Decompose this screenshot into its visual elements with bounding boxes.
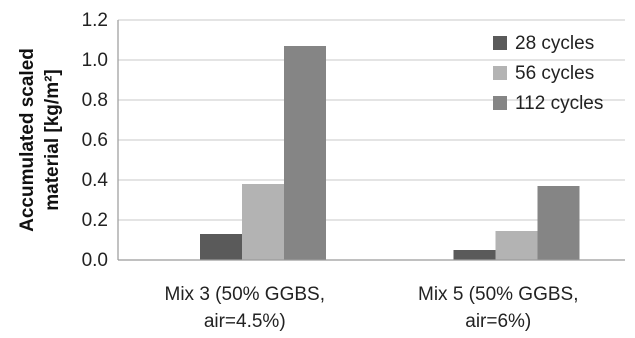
y-tick-label: 0.6: [82, 130, 108, 151]
axes: [117, 20, 625, 261]
legend-swatch: [493, 66, 507, 80]
bar-1-cat-1: [200, 234, 242, 260]
bar-3-cat-1: [284, 46, 326, 260]
x-category-labels: Mix 3 (50% GGBS, air=4.5%) Mix 5 (50% GGBS…: [165, 284, 579, 332]
x-category-label: Mix 5 (50% GGBS,: [418, 284, 579, 305]
y-tick-label: 1.2: [82, 10, 108, 31]
legend-label: 56 cycles: [515, 63, 594, 84]
y-tick-label: 0.2: [82, 210, 108, 231]
y-tick-label: 0.8: [82, 90, 108, 111]
y-axis-label-line-2: material [kg/m²]: [42, 69, 63, 210]
y-tick-label: 0.0: [82, 250, 108, 271]
x-category-label: air=4.5%): [204, 311, 286, 332]
y-axis-label: Accumulated scaled material [kg/m²]: [17, 48, 63, 232]
x-category-label: air=6%): [465, 311, 531, 332]
legend-swatch: [493, 96, 507, 110]
x-category-label: Mix 3 (50% GGBS,: [165, 284, 326, 305]
bar-1-cat-2: [453, 250, 496, 260]
legend-label: 28 cycles: [515, 33, 594, 54]
legend: 28 cycles 56 cycles 112 cycles: [493, 33, 603, 114]
bars: [200, 46, 580, 260]
y-tick-label: 1.0: [82, 50, 108, 71]
legend-label: 112 cycles: [515, 93, 603, 114]
bar-3-cat-2: [537, 186, 580, 260]
y-tick-label: 0.4: [82, 170, 109, 191]
bar-2-cat-1: [242, 184, 284, 260]
y-tick-labels: 0.0 0.2 0.4 0.6 0.8 1.0 1.2: [82, 10, 109, 271]
y-axis-label-line-1: Accumulated scaled: [17, 48, 38, 232]
legend-swatch: [493, 36, 507, 50]
bar-2-cat-2: [495, 231, 538, 260]
